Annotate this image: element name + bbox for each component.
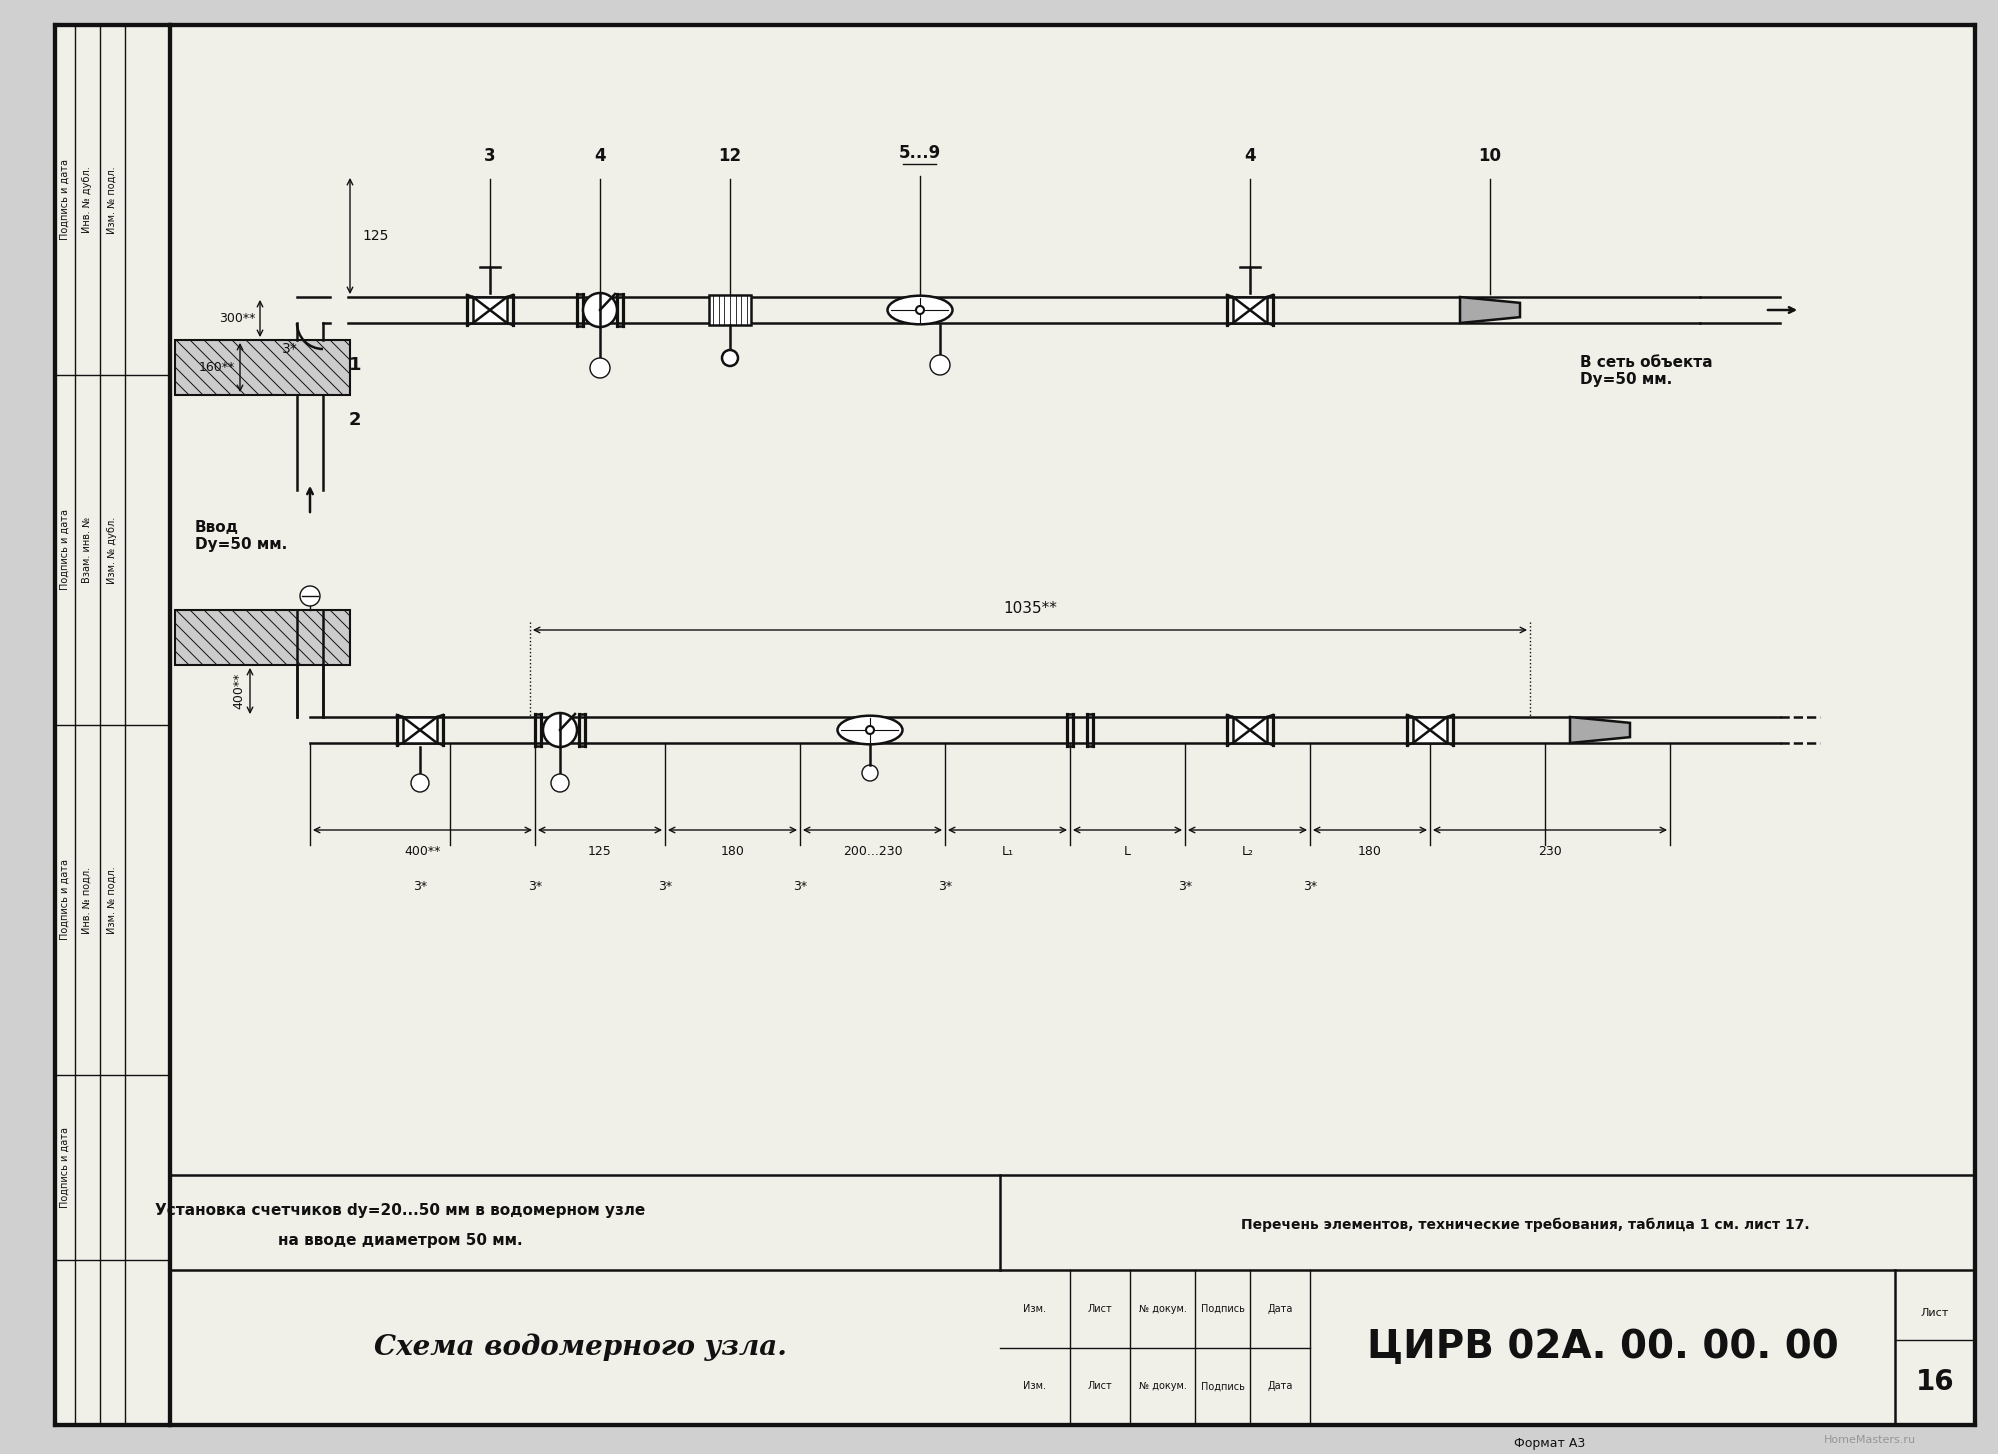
Text: 400**: 400** (404, 845, 440, 858)
Circle shape (929, 355, 949, 375)
Text: 3*: 3* (282, 342, 298, 356)
Circle shape (915, 305, 923, 314)
Polygon shape (1568, 717, 1628, 743)
Text: Подпись: Подпись (1201, 1381, 1245, 1391)
Circle shape (861, 765, 877, 781)
Text: L: L (1123, 845, 1131, 858)
Text: 12: 12 (717, 147, 741, 164)
Text: 5...9: 5...9 (899, 144, 941, 161)
Text: 3*: 3* (657, 880, 671, 893)
Circle shape (583, 294, 617, 327)
Bar (1233, 297, 1267, 323)
Text: 16: 16 (1914, 1368, 1954, 1396)
Text: Подпись и дата: Подпись и дата (60, 160, 70, 240)
Text: Установка счетчиков dy=20...50 мм в водомерном узле: Установка счетчиков dy=20...50 мм в водо… (154, 1202, 645, 1217)
Text: 2: 2 (348, 411, 362, 429)
Text: Взам. инв. №: Взам. инв. № (82, 516, 92, 583)
Bar (176, 340, 350, 395)
Text: Схема водомерного узла.: Схема водомерного узла. (374, 1333, 785, 1361)
Text: Инв. № подл.: Инв. № подл. (82, 867, 92, 933)
Ellipse shape (887, 295, 951, 324)
Text: 10: 10 (1479, 147, 1500, 164)
Bar (176, 611, 350, 664)
Text: Изм. № подл.: Изм. № подл. (108, 166, 118, 234)
Text: № докум.: № докум. (1139, 1304, 1187, 1314)
Bar (1233, 717, 1267, 743)
Text: 400**: 400** (232, 673, 246, 710)
Text: Лист: Лист (1087, 1381, 1111, 1391)
Text: Подпись и дата: Подпись и дата (60, 509, 70, 590)
Text: Ввод
Dy=50 мм.: Ввод Dy=50 мм. (196, 521, 288, 553)
Text: Формат А3: Формат А3 (1514, 1437, 1584, 1450)
Polygon shape (1459, 297, 1518, 323)
Bar (474, 297, 507, 323)
Bar (709, 295, 751, 326)
Text: Лист: Лист (1087, 1304, 1111, 1314)
Text: на вводе диаметром 50 мм.: на вводе диаметром 50 мм. (278, 1233, 521, 1248)
Circle shape (865, 726, 873, 734)
Circle shape (412, 774, 430, 792)
Text: ЦИРВ 02А. 00. 00. 00: ЦИРВ 02А. 00. 00. 00 (1367, 1329, 1838, 1367)
Text: 3*: 3* (1303, 880, 1317, 893)
Text: 1: 1 (348, 356, 362, 374)
Bar (1413, 717, 1447, 743)
Text: 230: 230 (1536, 845, 1560, 858)
Text: Изм. № подл.: Изм. № подл. (108, 867, 118, 933)
Text: Перечень элементов, технические требования, таблица 1 см. лист 17.: Перечень элементов, технические требован… (1241, 1218, 1808, 1232)
Ellipse shape (837, 715, 901, 744)
Text: 1035**: 1035** (1003, 601, 1057, 616)
Text: 4: 4 (593, 147, 605, 164)
Text: Лист: Лист (1920, 1309, 1948, 1319)
Text: 3: 3 (484, 147, 496, 164)
Circle shape (543, 712, 577, 747)
Text: 300**: 300** (218, 313, 256, 326)
Text: Подпись и дата: Подпись и дата (60, 859, 70, 941)
Text: 180: 180 (719, 845, 743, 858)
Text: В сеть объекта
Dy=50 мм.: В сеть объекта Dy=50 мм. (1578, 355, 1712, 387)
Text: 3*: 3* (937, 880, 951, 893)
Text: 200...230: 200...230 (843, 845, 901, 858)
Text: 4: 4 (1243, 147, 1255, 164)
Text: Дата: Дата (1267, 1381, 1293, 1391)
Text: Подпись и дата: Подпись и дата (60, 1127, 70, 1207)
Text: 180: 180 (1357, 845, 1381, 858)
Text: № докум.: № докум. (1139, 1381, 1187, 1391)
Text: 125: 125 (362, 228, 388, 243)
Circle shape (589, 358, 609, 378)
Text: 3*: 3* (1177, 880, 1191, 893)
Text: 3*: 3* (527, 880, 541, 893)
Text: L₁: L₁ (1001, 845, 1013, 858)
Bar (404, 717, 438, 743)
Text: L₂: L₂ (1241, 845, 1253, 858)
Text: Дата: Дата (1267, 1304, 1293, 1314)
Circle shape (551, 774, 569, 792)
Text: 125: 125 (587, 845, 611, 858)
Text: Изм.: Изм. (1023, 1381, 1047, 1391)
Text: 3*: 3* (793, 880, 807, 893)
Circle shape (300, 586, 320, 606)
Text: Инв. № дубл.: Инв. № дубл. (82, 167, 92, 234)
Text: Изм.: Изм. (1023, 1304, 1047, 1314)
Text: Изм. № дубл.: Изм. № дубл. (108, 516, 118, 583)
Text: HomeMasters.ru: HomeMasters.ru (1822, 1435, 1916, 1445)
Text: 160**: 160** (198, 361, 236, 374)
Text: 3*: 3* (414, 880, 428, 893)
Circle shape (721, 350, 737, 366)
Text: Подпись: Подпись (1201, 1304, 1245, 1314)
